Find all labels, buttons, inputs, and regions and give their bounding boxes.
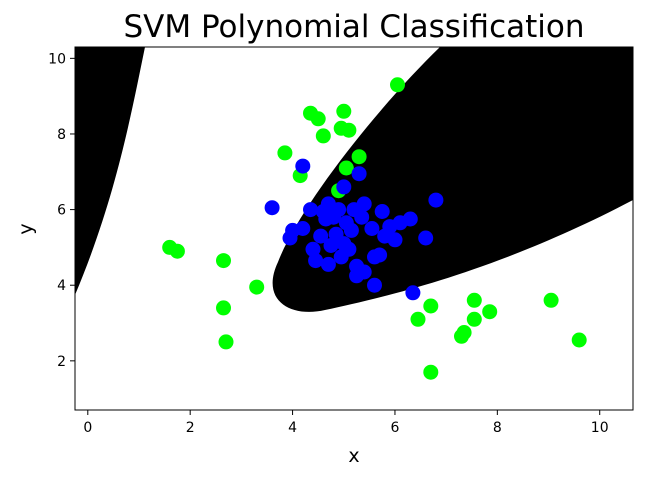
point-series2-6 [303, 202, 318, 218]
point-series2-1 [264, 200, 280, 216]
point-series1-11 [315, 128, 331, 144]
point-series2-5 [295, 221, 311, 236]
point-series2-9 [313, 228, 329, 244]
point-series2-17 [331, 202, 347, 218]
point-series2-43 [428, 192, 444, 208]
point-series1-26 [482, 304, 498, 320]
x-tick-label: 8 [493, 420, 502, 436]
point-series1-23 [456, 325, 472, 340]
point-series1-13 [336, 103, 352, 119]
point-series2-40 [402, 211, 418, 227]
point-series1-15 [338, 160, 354, 176]
point-series2-4 [295, 158, 311, 174]
point-series2-14 [323, 238, 339, 253]
x-tick-label: 2 [186, 420, 195, 436]
chart-title: SVM Polynomial Classification [123, 9, 584, 45]
y-tick-label: 8 [57, 127, 66, 143]
point-series2-41 [405, 285, 421, 301]
decision-region-main [272, 47, 633, 312]
point-series1-14 [341, 122, 357, 138]
decision-regions [75, 47, 633, 312]
point-series1-19 [410, 311, 426, 327]
point-series2-42 [418, 230, 434, 246]
x-tick-label: 10 [591, 420, 609, 436]
point-series1-21 [423, 364, 439, 380]
point-series2-35 [374, 204, 390, 219]
point-series1-16 [351, 149, 367, 165]
point-series2-34 [372, 247, 388, 263]
point-series1-7 [277, 145, 293, 161]
point-series2-30 [356, 264, 372, 280]
point-series1-25 [466, 311, 482, 327]
plot-frame [74, 46, 634, 411]
point-series2-38 [387, 232, 403, 248]
point-series2-13 [320, 256, 336, 272]
point-series2-23 [343, 222, 359, 238]
point-series2-8 [308, 253, 324, 269]
point-series1-6 [249, 279, 265, 295]
point-series2-29 [356, 196, 372, 212]
y-axis: 2 4 6 8 10 [48, 51, 75, 370]
point-series1-28 [571, 332, 587, 348]
decision-region-corner [75, 47, 145, 295]
point-series1-10 [310, 111, 326, 127]
scatter-points [162, 77, 587, 380]
point-series1-4 [216, 300, 231, 316]
x-tick-label: 4 [288, 420, 297, 436]
point-series2-7 [305, 241, 321, 257]
x-axis-label: x [348, 445, 359, 467]
point-series1-18 [390, 77, 405, 93]
point-series2-22 [341, 241, 357, 257]
point-series2-28 [354, 209, 370, 225]
point-series2-27 [351, 166, 367, 182]
point-series1-20 [423, 298, 439, 314]
point-series1-2 [169, 243, 185, 259]
y-tick-label: 4 [57, 278, 66, 294]
point-series1-3 [216, 253, 231, 269]
point-series1-27 [543, 292, 559, 308]
y-tick-label: 10 [48, 51, 66, 67]
y-axis-label: y [15, 223, 37, 234]
x-tick-label: 6 [390, 420, 399, 436]
point-series2-31 [364, 221, 380, 236]
point-series2-32 [367, 277, 382, 293]
x-tick-label: 0 [83, 420, 92, 436]
x-axis: 0 2 4 6 8 10 [83, 410, 609, 436]
point-series1-5 [218, 334, 234, 350]
point-series2-19 [336, 179, 352, 195]
y-tick-label: 2 [57, 354, 66, 370]
point-series1-24 [466, 292, 482, 308]
y-tick-label: 6 [57, 203, 66, 219]
